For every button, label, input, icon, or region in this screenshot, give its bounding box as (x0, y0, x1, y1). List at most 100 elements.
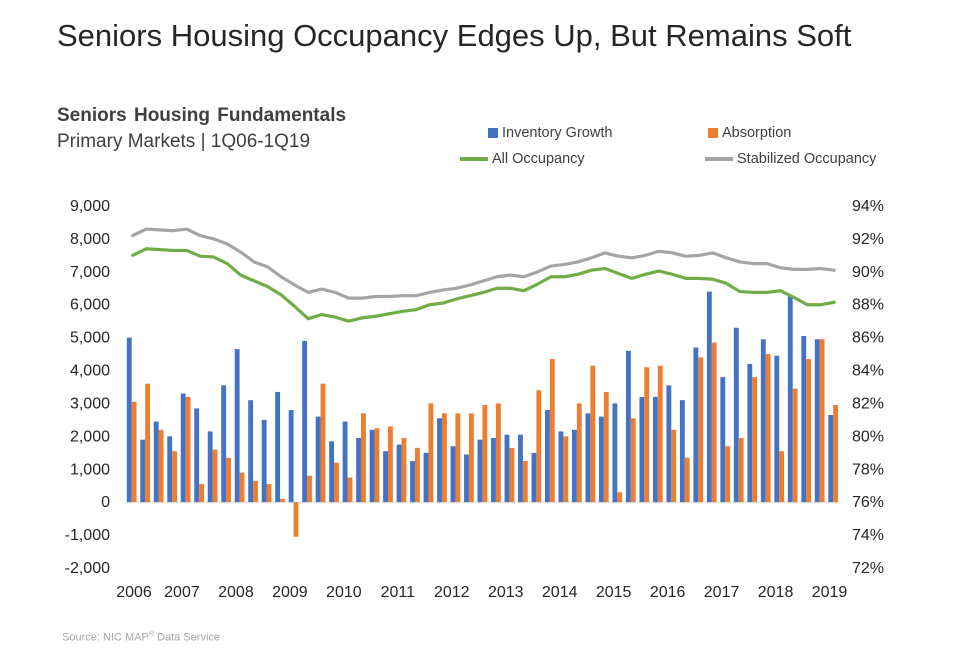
y-left-tick-label: 7,000 (70, 264, 110, 281)
bar-absorption (738, 438, 744, 503)
y-right-tick-label: 88% (852, 297, 884, 314)
bar-absorption (307, 475, 312, 503)
bar-absorption (684, 457, 690, 503)
bar-absorption (266, 484, 272, 503)
legend-item-all-occupancy: All Occupancy (460, 151, 585, 167)
bar-absorption (131, 401, 137, 503)
bar-absorption (630, 418, 636, 503)
x-tick-label: 2017 (704, 584, 740, 601)
x-tick-label: 2011 (381, 584, 416, 601)
bar-absorption (226, 457, 231, 503)
y-left-tick-label: -2,000 (65, 560, 110, 577)
bar-inventory-growth (760, 339, 766, 503)
y-right-tick-label: 94% (852, 198, 884, 215)
y-right-tick-label: 74% (852, 527, 884, 544)
bar-inventory-growth (598, 416, 604, 503)
bar-inventory-growth (720, 377, 726, 503)
bar-absorption (334, 462, 339, 503)
bar-inventory-growth (625, 350, 631, 503)
bar-inventory-growth (464, 454, 469, 503)
bar-absorption (253, 480, 258, 503)
legend-swatch-stabilized-occupancy (705, 157, 733, 161)
bar-inventory-growth (572, 429, 577, 503)
bar-absorption (185, 396, 191, 503)
bar-absorption (765, 354, 771, 503)
legend-swatch-all-occupancy (460, 157, 488, 161)
source-suffix: Data Service (153, 631, 221, 644)
bar-absorption (509, 447, 515, 503)
bar-inventory-growth (518, 434, 523, 503)
source-note: Source: NIC MAP® Data Service (62, 631, 220, 644)
bar-absorption (199, 484, 204, 503)
legend-label-absorption: Absorption (722, 125, 792, 141)
chart-subtitle: Primary Markets | 1Q06-1Q19 (57, 131, 311, 152)
legend-item-absorption: Absorption (708, 125, 791, 141)
legend-label-stabilized-occupancy: Stabilized Occupancy (737, 151, 877, 167)
y-right-tick-label: 92% (852, 231, 884, 248)
bar-inventory-growth (410, 461, 415, 503)
bar-inventory-growth (450, 446, 456, 503)
bar-inventory-growth (531, 452, 537, 503)
bar-absorption (603, 391, 609, 503)
x-tick-label: 2006 (116, 584, 152, 601)
y-right-tick-label: 80% (852, 428, 884, 445)
bar-inventory-growth (194, 408, 200, 503)
bar-absorption (455, 413, 461, 503)
bar-absorption (280, 498, 285, 503)
bar-inventory-growth (679, 400, 685, 503)
bar-inventory-growth (558, 431, 564, 503)
bar-absorption (293, 502, 299, 537)
y-left-tick-label: 3,000 (70, 395, 110, 412)
line-all-occupancy (131, 247, 836, 323)
bar-absorption (819, 339, 825, 503)
bar-absorption (387, 426, 393, 503)
bar-absorption (833, 405, 839, 503)
y-left-tick-label: 6,000 (70, 297, 110, 314)
bar-absorption (617, 492, 623, 503)
bar-inventory-growth (383, 451, 388, 503)
bar-absorption (590, 365, 596, 503)
x-tick-label: 2016 (650, 584, 686, 601)
y-left-tick-label: -1,000 (65, 527, 110, 544)
bar-inventory-growth (356, 438, 362, 503)
bar-inventory-growth (787, 296, 793, 503)
y-left-tick-label: 5,000 (70, 330, 110, 347)
y-right-tick-label: 78% (852, 461, 884, 478)
x-tick-label: 2008 (218, 584, 254, 601)
bar-absorption (725, 446, 731, 503)
bar-inventory-growth (221, 385, 227, 503)
bar-inventory-growth (288, 410, 294, 503)
x-tick-label: 2015 (596, 584, 632, 601)
bar-absorption (320, 383, 326, 503)
bar-inventory-growth (747, 363, 753, 503)
bar-absorption (482, 405, 488, 503)
x-tick-label: 2019 (812, 584, 848, 601)
bar-inventory-growth (248, 400, 254, 503)
x-tick-label: 2007 (164, 584, 200, 601)
x-tick-label: 2014 (542, 584, 578, 601)
bar-inventory-growth (733, 327, 739, 503)
bar-absorption (347, 477, 353, 503)
bar-inventory-growth (423, 452, 429, 503)
bar-absorption (563, 436, 569, 503)
bar-inventory-growth (126, 337, 132, 503)
bar-inventory-growth (639, 396, 645, 503)
bar-absorption (549, 359, 555, 503)
bar-absorption (522, 461, 528, 503)
bar-inventory-growth (477, 439, 483, 503)
bar-absorption (779, 451, 785, 503)
bar-inventory-growth (342, 421, 348, 503)
bar-absorption (172, 451, 177, 503)
y-left-tick-label: 4,000 (70, 363, 110, 380)
bar-inventory-growth (180, 393, 186, 503)
x-tick-label: 2010 (326, 584, 362, 601)
source-registered-mark: ® (148, 631, 154, 638)
bar-absorption (698, 357, 704, 503)
bar-inventory-growth (261, 419, 267, 503)
bar-absorption (441, 413, 447, 503)
legend-swatch-absorption (708, 128, 718, 138)
bar-absorption (536, 390, 542, 503)
bar-inventory-growth (652, 396, 658, 503)
bar-absorption (428, 403, 434, 503)
bar-absorption (576, 403, 582, 503)
